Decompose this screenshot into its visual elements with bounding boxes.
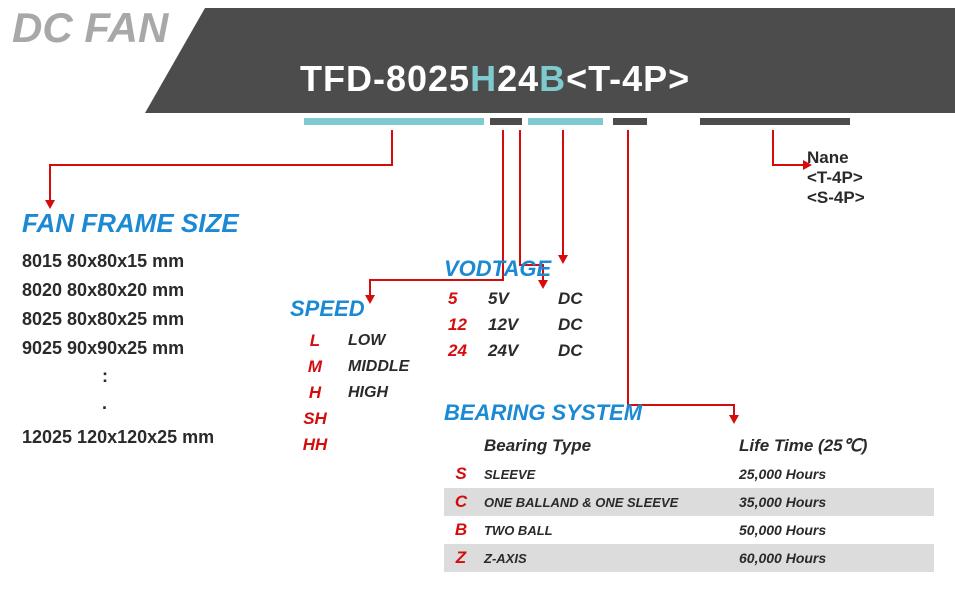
bearing-life: 50,000 Hours <box>733 516 934 544</box>
voltage-type: DC <box>554 286 604 312</box>
bearing-section: BEARING SYSTEM Bearing TypeLife Time (25… <box>444 400 934 572</box>
voltage-row-2: 2424VDC <box>444 338 604 364</box>
bearing-code: S <box>444 460 478 488</box>
arrow-line-4 <box>628 130 734 415</box>
frame-dot1: : <box>22 363 239 390</box>
speed-label: MIDDLE <box>340 354 417 380</box>
voltage-section: VODTAGE 55VDC1212VDC2424VDC <box>444 256 604 364</box>
bearing-type: ONE BALLAND & ONE SLEEVE <box>478 488 733 516</box>
voltage-code: 12 <box>444 312 484 338</box>
bearing-code: B <box>444 516 478 544</box>
bearing-type: SLEEVE <box>478 460 733 488</box>
bearing-type: TWO BALL <box>478 516 733 544</box>
bearing-life: 35,000 Hours <box>733 488 934 516</box>
bearing-col-1: Life Time (25℃) <box>733 432 934 460</box>
part-number: TFD-8025H24B<T-4P> <box>300 58 690 100</box>
arrow-line-5 <box>773 130 803 165</box>
speed-code: SH <box>290 406 340 432</box>
bearing-row-2: BTWO BALL50,000 Hours <box>444 516 934 544</box>
frame-item-3: 9025 90x90x25 mm <box>22 334 239 363</box>
nane-title: Nane <box>807 148 865 168</box>
bearing-row-0: SSLEEVE25,000 Hours <box>444 460 934 488</box>
partnum-seg-4: <T-4P> <box>566 58 690 99</box>
voltage-v: 5V <box>484 286 554 312</box>
speed-section: SPEED LLOWMMIDDLEHHIGHSHHH <box>290 296 417 458</box>
speed-row-1: MMIDDLE <box>290 354 417 380</box>
frame-dot2: . <box>22 390 239 417</box>
partnum-seg-2: 24 <box>497 58 539 99</box>
voltage-title: VODTAGE <box>444 256 604 282</box>
speed-code: L <box>290 328 340 354</box>
voltage-v: 24V <box>484 338 554 364</box>
speed-label <box>340 432 417 458</box>
voltage-v: 12V <box>484 312 554 338</box>
nane-block: Nane <T-4P> <S-4P> <box>807 148 865 208</box>
voltage-code: 24 <box>444 338 484 364</box>
speed-row-0: LLOW <box>290 328 417 354</box>
nane-opt-0: <T-4P> <box>807 168 865 188</box>
speed-label: HIGH <box>340 380 417 406</box>
voltage-row-1: 1212VDC <box>444 312 604 338</box>
bearing-row-3: ZZ-AXIS60,000 Hours <box>444 544 934 572</box>
bearing-life: 60,000 Hours <box>733 544 934 572</box>
speed-code: M <box>290 354 340 380</box>
bearing-title: BEARING SYSTEM <box>444 400 934 426</box>
underline-0 <box>304 118 484 125</box>
bearing-code: C <box>444 488 478 516</box>
underline-2 <box>528 118 603 125</box>
speed-title: SPEED <box>290 296 417 322</box>
bearing-col-0: Bearing Type <box>478 432 733 460</box>
bearing-life: 25,000 Hours <box>733 460 934 488</box>
partnum-seg-0: TFD-8025 <box>300 58 470 99</box>
speed-row-3: SH <box>290 406 417 432</box>
underline-3 <box>613 118 647 125</box>
bearing-code: Z <box>444 544 478 572</box>
frame-item-0: 8015 80x80x15 mm <box>22 247 239 276</box>
voltage-row-0: 55VDC <box>444 286 604 312</box>
speed-label <box>340 406 417 432</box>
speed-code: HH <box>290 432 340 458</box>
speed-label: LOW <box>340 328 417 354</box>
underline-1 <box>490 118 522 125</box>
underline-4 <box>700 118 850 125</box>
voltage-code: 5 <box>444 286 484 312</box>
frame-item-1: 8020 80x80x20 mm <box>22 276 239 305</box>
nane-opt-1: <S-4P> <box>807 188 865 208</box>
frame-title: FAN FRAME SIZE <box>22 208 239 239</box>
speed-code: H <box>290 380 340 406</box>
partnum-seg-3: B <box>539 58 566 99</box>
voltage-type: DC <box>554 338 604 364</box>
speed-row-4: HH <box>290 432 417 458</box>
frame-item-2: 8025 80x80x25 mm <box>22 305 239 334</box>
partnum-seg-1: H <box>470 58 497 99</box>
frame-item-last: 12025 120x120x25 mm <box>22 417 239 448</box>
bearing-type: Z-AXIS <box>478 544 733 572</box>
bearing-header-row: Bearing TypeLife Time (25℃) <box>444 432 934 460</box>
arrow-line-0 <box>50 130 392 200</box>
frame-section: FAN FRAME SIZE 8015 80x80x15 mm8020 80x8… <box>22 208 239 448</box>
voltage-type: DC <box>554 312 604 338</box>
bearing-row-1: CONE BALLAND & ONE SLEEVE35,000 Hours <box>444 488 934 516</box>
speed-row-2: HHIGH <box>290 380 417 406</box>
